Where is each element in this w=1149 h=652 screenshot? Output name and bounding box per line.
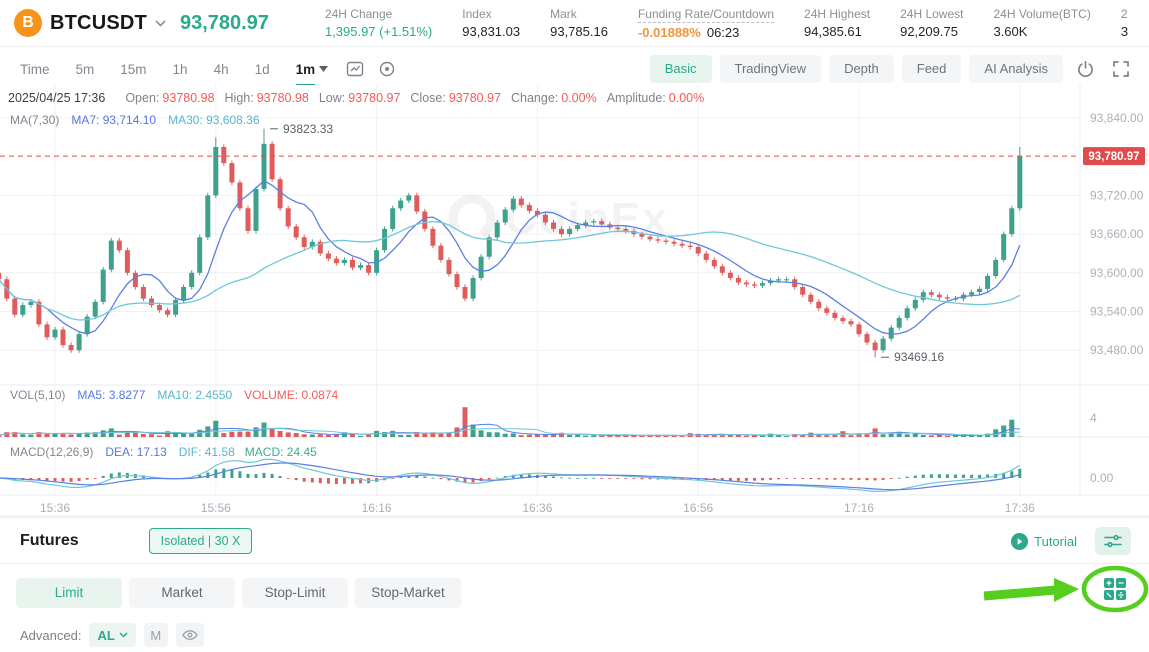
svg-text:93,840.00: 93,840.00 (1090, 111, 1144, 125)
svg-text:15:56: 15:56 (201, 501, 231, 515)
margin-leverage-badge[interactable]: Isolated | 30 X (148, 528, 253, 554)
interval-1d[interactable]: 1d (254, 61, 270, 77)
indicator-settings-icon[interactable] (342, 56, 368, 82)
candles-layer (0, 128, 1023, 358)
view-basic[interactable]: Basic (649, 55, 712, 83)
tab-stop-market[interactable]: Stop-Market (355, 578, 461, 608)
interval-dropdown-icon[interactable] (319, 66, 329, 72)
futures-title: Futures (20, 532, 79, 549)
advanced-label: Advanced: (20, 627, 82, 643)
svg-text:93469.16: 93469.16 (894, 350, 944, 364)
stat-clipped: 2 3 (1120, 6, 1129, 39)
svg-text:17:36: 17:36 (1005, 501, 1035, 515)
interval-time[interactable]: Time (20, 61, 50, 77)
m-toggle[interactable]: M (143, 623, 168, 647)
stat-index: Index 93,831.03 (462, 6, 521, 39)
eye-toggle[interactable] (175, 623, 204, 647)
stat-mark: Mark 93,785.16 (550, 6, 608, 39)
view-ai-analysis[interactable]: AI Analysis (969, 55, 1063, 83)
interval-4h[interactable]: 4h (213, 61, 229, 77)
tab-stop-limit[interactable]: Stop-Limit (242, 578, 348, 608)
chevron-down-icon (119, 632, 128, 638)
volume-pane: 4 (0, 407, 1097, 437)
eye-icon (182, 630, 198, 640)
last-price: 93,780.97 (179, 11, 269, 34)
interval-5m[interactable]: 5m (75, 61, 95, 77)
svg-text:93,720.00: 93,720.00 (1090, 188, 1144, 202)
svg-text:93,660.00: 93,660.00 (1090, 227, 1144, 241)
view-depth[interactable]: Depth (829, 55, 894, 83)
svg-text:15:36: 15:36 (40, 501, 70, 515)
market-stats: 24H Change 1,395.97 (+1.51%) Index 93,83… (325, 5, 1149, 41)
stat-funding-rate[interactable]: Funding Rate/Countdown -0.01888% 06:23 (637, 7, 775, 40)
power-icon[interactable] (1071, 55, 1099, 83)
calculator-icon[interactable] (1104, 578, 1126, 600)
target-icon[interactable] (374, 56, 400, 82)
order-type-tabs: Limit Market Stop-Limit Stop-Market (0, 564, 1149, 608)
svg-text:16:36: 16:36 (522, 501, 552, 515)
advanced-row: Advanced: AL M (0, 608, 1149, 647)
svg-text:93,780.97: 93,780.97 (1088, 151, 1139, 163)
fullscreen-icon[interactable] (1107, 55, 1135, 83)
tab-market[interactable]: Market (129, 578, 235, 608)
stat-24h-change: 24H Change 1,395.97 (+1.51%) (324, 6, 433, 39)
interval-1m[interactable]: 1m (295, 61, 316, 86)
bitcoin-icon: B (14, 9, 42, 37)
tutorial-link[interactable]: Tutorial (1011, 532, 1077, 550)
divider (0, 563, 1149, 564)
svg-text:93,540.00: 93,540.00 (1090, 305, 1144, 319)
sliders-icon (1104, 534, 1122, 548)
tab-limit[interactable]: Limit (16, 578, 122, 608)
chart-toolbar: Time 5m 15m 1h 4h 1d 1m Basic TradingVie… (0, 52, 1149, 86)
stat-24h-volume: 24H Volume(BTC) 3.60K (993, 6, 1091, 39)
svg-text:0.00: 0.00 (1090, 471, 1114, 485)
stat-24h-lowest: 24H Lowest 92,209.75 (900, 6, 964, 39)
stat-24h-highest: 24H Highest 94,385.61 (804, 6, 871, 39)
symbol-name[interactable]: BTCUSDT (50, 11, 147, 34)
price-chart[interactable]: 15:36 15:56 16:16 16:36 16:56 17:16 17:36 93,84… (0, 85, 1149, 517)
svg-text:93,480.00: 93,480.00 (1090, 343, 1144, 357)
interval-15m[interactable]: 15m (120, 61, 147, 77)
chart-svg: 15:36 15:56 16:16 16:36 16:56 17:16 17:36 93,84… (0, 85, 1149, 517)
svg-text:93,600.00: 93,600.00 (1090, 266, 1144, 280)
futures-panel: Futures Isolated | 30 X Tutorial Limit M… (0, 517, 1149, 652)
order-settings-button[interactable] (1095, 527, 1131, 555)
symbol-header: B BTCUSDT 93,780.97 24H Change 1,395.97 … (0, 0, 1149, 47)
symbol-dropdown-icon[interactable] (155, 19, 166, 27)
svg-text:93823.33: 93823.33 (283, 122, 333, 136)
advanced-mode-select[interactable]: AL (89, 623, 136, 647)
svg-text:16:56: 16:56 (683, 501, 713, 515)
view-feed[interactable]: Feed (901, 55, 962, 83)
last-price-badge: 93,780.97 (1083, 147, 1145, 166)
play-circle-icon (1011, 532, 1029, 550)
macd-pane: 0.00 (0, 458, 1114, 493)
svg-text:16:16: 16:16 (362, 501, 392, 515)
view-tradingview[interactable]: TradingView (719, 55, 822, 83)
svg-text:17:16: 17:16 (844, 501, 874, 515)
interval-1h[interactable]: 1h (172, 61, 188, 77)
svg-text:4: 4 (1090, 411, 1097, 425)
